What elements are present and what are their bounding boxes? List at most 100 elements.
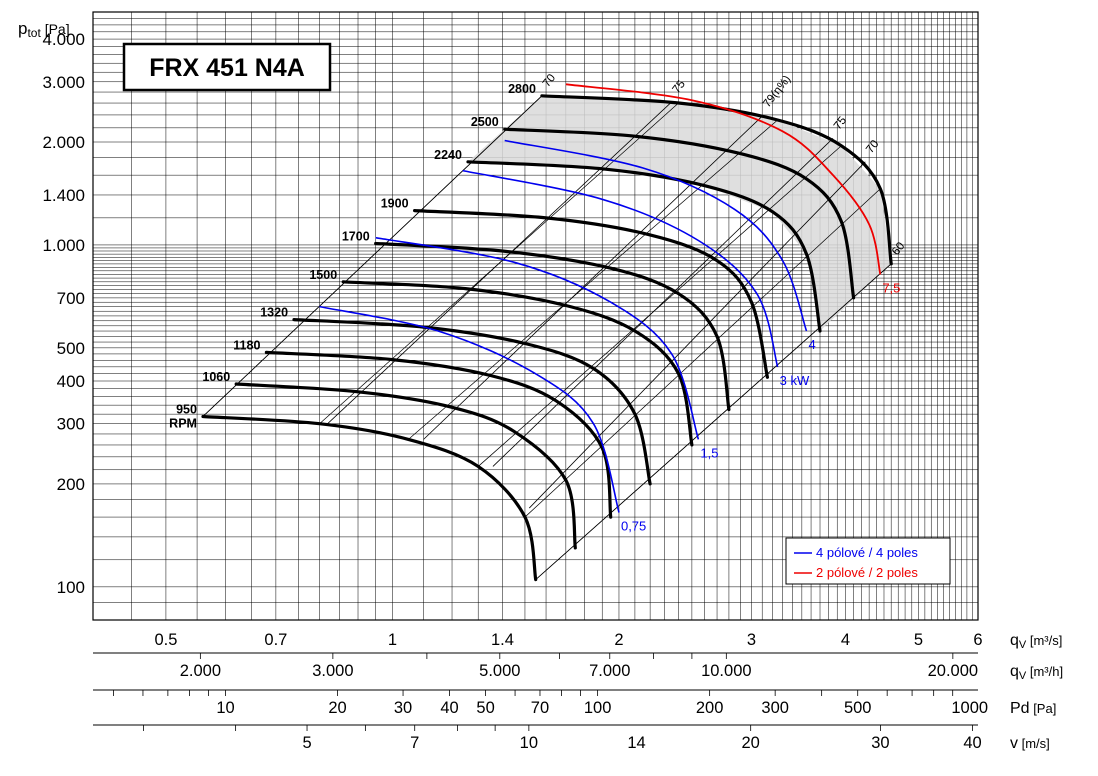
- rpm-curve-950: [201, 414, 538, 582]
- rpm-label-1900: 1900: [381, 197, 409, 211]
- rpm-curve-1180: [264, 350, 613, 519]
- x-tick-label-3: 7: [410, 734, 419, 752]
- x-tick-label-3: 20: [742, 734, 760, 752]
- power-label-4-pole-1: 1,5: [700, 445, 718, 460]
- power-label-4-pole-2: 3 kW: [780, 373, 810, 388]
- rpm-label-1320: 1320: [260, 306, 288, 320]
- x-tick-label-3: 5: [302, 734, 311, 752]
- x-tick-label-2: 50: [476, 699, 494, 717]
- x-unit-main: q: [1010, 663, 1019, 680]
- iso-line-2: [408, 119, 778, 440]
- y-axis-label-unit: [Pa]: [41, 21, 70, 37]
- power-curve-4-pole-2: [462, 169, 779, 368]
- x-tick-label-2: 1000: [951, 699, 988, 717]
- x-tick-label-1: 5.000: [479, 662, 520, 680]
- x-tick-label-1: 10.000: [701, 662, 751, 680]
- power-curve-4-pole-3: [504, 139, 808, 332]
- x-tick-label-0: 2: [614, 631, 623, 649]
- x-unit-main: Pd: [1010, 700, 1030, 717]
- y-tick-label: 3.000: [42, 73, 85, 92]
- rpm-label-950: 950: [176, 402, 197, 416]
- legend-label-4-poles: 4 pólové / 4 poles: [816, 545, 918, 560]
- rpm-curve-2240: [466, 160, 822, 333]
- x-unit-rest: [m³/s]: [1026, 633, 1062, 648]
- y-tick-label: 2.000: [42, 133, 85, 152]
- rpm-curve-1320: [292, 318, 652, 486]
- x-tick-label-1: 3.000: [312, 662, 353, 680]
- power-curve-4-pole-1: [375, 236, 700, 440]
- x-tick-label-2: 10: [216, 699, 234, 717]
- y-tick-label: 700: [57, 289, 85, 308]
- x-axis-unit-0: qV [m³/s]: [1010, 632, 1062, 651]
- x-tick-label-1: 7.000: [589, 662, 630, 680]
- rpm-curve-1700: [374, 241, 731, 412]
- x-tick-label-0: 0.7: [264, 631, 287, 649]
- power-curve-4-pole-0: [319, 305, 620, 513]
- x-unit-rest: [m³/h]: [1026, 664, 1063, 679]
- y-axis: 100 200 300 400 500 700 1.000 1.400 2.000 3.000 4.…: [18, 19, 85, 597]
- x-tick-label-2: 70: [531, 699, 549, 717]
- rpm-label-1060: 1060: [202, 370, 230, 384]
- x-tick-label-1: 20.000: [928, 662, 978, 680]
- x-tick-label-2: 100: [584, 699, 612, 717]
- shaded-region-2-poles: [468, 95, 892, 331]
- iso-line-1: [319, 102, 679, 424]
- two-pole-region: [468, 95, 892, 331]
- y-tick-label: 100: [57, 578, 85, 597]
- x-unit-sub: V: [1019, 670, 1027, 682]
- x-unit-rest: [Pa]: [1030, 701, 1057, 716]
- chart-title-box: FRX 451 N4A: [122, 42, 332, 92]
- rpm-curve-2800: [540, 94, 893, 266]
- x-tick-label-3: 30: [871, 734, 889, 752]
- curve-labels: 950 1060 1180 1320 1500 1700 1900 2240 2500 2800 R…: [169, 82, 536, 431]
- x-tick-label-0: 0.5: [154, 631, 177, 649]
- efficiency-line-4: [528, 161, 866, 509]
- y-tick-label: 400: [57, 372, 85, 391]
- x-tick-label-0: 3: [747, 631, 756, 649]
- x-unit-main: q: [1010, 632, 1019, 649]
- x-tick-label-2: 20: [328, 699, 346, 717]
- x-tick-label-2: 500: [844, 699, 872, 717]
- x-unit-sub: V: [1019, 639, 1027, 651]
- rpm-curve-1900: [413, 209, 769, 379]
- y-tick-label: 500: [57, 339, 85, 358]
- rpm-unit-label: RPM: [169, 416, 197, 430]
- rpm-label-2500: 2500: [471, 115, 499, 129]
- y-axis-label: ptot [Pa]: [18, 19, 70, 40]
- x-unit-main: v: [1010, 735, 1018, 752]
- x-tick-label-2: 40: [440, 699, 458, 717]
- x-tick-label-0: 6: [973, 631, 982, 649]
- iso-line-4: [524, 188, 881, 518]
- legend-label-2-poles: 2 pólové / 2 poles: [816, 565, 918, 580]
- power-curve-2-pole: 7,5: [565, 83, 900, 295]
- x-unit-rest: [m/s]: [1018, 736, 1050, 751]
- rpm-label-2800: 2800: [508, 82, 536, 96]
- iso-line-3: [477, 145, 842, 467]
- x-tick-label-2: 300: [761, 699, 789, 717]
- x-tick-label-0: 1.4: [491, 631, 514, 649]
- x-tick-label-3: 10: [520, 734, 538, 752]
- x-axis-unit-3: v [m/s]: [1010, 735, 1050, 752]
- start-envelope: [202, 95, 543, 417]
- x-tick-label-3: 40: [963, 734, 981, 752]
- y-axis-label-sub: tot: [27, 26, 41, 40]
- y-tick-label: 200: [57, 475, 85, 494]
- y-axis-label-main: p: [18, 19, 27, 38]
- rpm-label-1500: 1500: [309, 268, 337, 282]
- x-axis-unit-2: Pd [Pa]: [1010, 700, 1056, 717]
- power-curves-4-pole: 0,75 1,5 3 kW 4: [319, 139, 816, 533]
- x-tick-label-1: 2.000: [180, 662, 221, 680]
- rpm-label-2240: 2240: [434, 148, 462, 162]
- y-tick-label: 300: [57, 415, 85, 434]
- rpm-curve-1060: [234, 382, 577, 550]
- x-tick-label-0: 5: [914, 631, 923, 649]
- x-tick-label-0: 1: [388, 631, 397, 649]
- x-axis-unit-1: qV [m³/h]: [1010, 663, 1063, 682]
- rpm-curves: [201, 94, 893, 582]
- efficiency-line-3: [492, 138, 834, 467]
- x-tick-label-2: 200: [696, 699, 724, 717]
- x-tick-label-0: 4: [841, 631, 850, 649]
- rpm-label-1180: 1180: [233, 338, 260, 352]
- x-tick-label-3: 14: [627, 734, 645, 752]
